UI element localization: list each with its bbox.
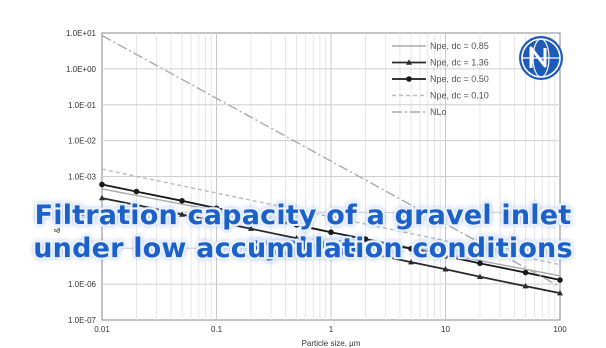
data-point xyxy=(408,258,415,265)
x-tick-label: 0.01 xyxy=(94,325,110,334)
x-tick-label: 1 xyxy=(329,325,334,334)
legend-item: NLo xyxy=(392,107,447,117)
legend-label: Npe, dc = 0.85 xyxy=(430,41,489,51)
y-tick-label: 1.0E+00 xyxy=(66,65,97,74)
data-point xyxy=(213,205,220,212)
data-point xyxy=(179,198,185,204)
y-tick-label: 1.0E-05 xyxy=(68,244,97,253)
data-point xyxy=(557,289,563,296)
legend-item: Npe, dc = 0.10 xyxy=(392,91,489,101)
data-point xyxy=(328,242,334,248)
data-point xyxy=(133,188,140,195)
series-5 xyxy=(101,34,561,288)
data-point xyxy=(442,266,449,272)
y-tick-label: 1.0E-04 xyxy=(68,208,97,217)
data-point xyxy=(408,245,414,252)
legend-label: NLo xyxy=(430,107,447,117)
legend-item: Npe, dc = 1.36 xyxy=(392,58,489,68)
data-point xyxy=(99,181,105,188)
y-tick-label: 1.0E+01 xyxy=(66,29,97,38)
data-point xyxy=(406,59,412,65)
data-point xyxy=(442,253,449,259)
legend-item: Npe, dc = 0.50 xyxy=(392,74,489,84)
legend-label: Npe, dc = 0.50 xyxy=(430,74,489,84)
data-point xyxy=(362,236,369,242)
y-tick-label: 1.0E-01 xyxy=(68,101,97,110)
data-point xyxy=(293,235,300,241)
legend-item: Npe, dc = 0.85 xyxy=(392,41,489,51)
data-point xyxy=(248,212,254,219)
series-line xyxy=(101,34,561,288)
data-point xyxy=(328,229,334,236)
globe-emblem-icon xyxy=(519,36,563,80)
data-point xyxy=(247,225,254,231)
data-point xyxy=(213,218,220,224)
series-4 xyxy=(101,168,561,266)
x-tick-label: 10 xyxy=(441,325,450,334)
data-point xyxy=(293,222,300,228)
data-point xyxy=(476,273,483,280)
y-tick-label: 1.0E-02 xyxy=(68,137,97,146)
y-tick-label: 1.0E-06 xyxy=(68,280,97,289)
y-axis-title: & Nʟₒ xyxy=(53,213,62,233)
data-point xyxy=(557,277,563,283)
legend-label: Npe, dc = 0.10 xyxy=(430,91,489,101)
overlay-title-line-2: under low accumulation conditions xyxy=(33,233,573,264)
data-point xyxy=(406,76,412,82)
data-point xyxy=(522,282,529,289)
legend: Npe, dc = 0.85 Npe, dc = 1.36 Npe, dc = 0.… xyxy=(392,41,489,117)
x-tick-label: 0.1 xyxy=(211,325,223,334)
overlay-title-line-1: Filtration capacity of a gravel inlet sy… xyxy=(34,200,572,262)
series-line xyxy=(101,168,561,266)
data-point xyxy=(99,194,105,201)
data-point xyxy=(522,269,529,276)
x-axis-title: Particle size, µm xyxy=(302,339,361,348)
data-point xyxy=(179,211,186,217)
data-point xyxy=(362,249,369,255)
y-tick-label: 1.0E-07 xyxy=(68,316,97,325)
series-2 xyxy=(99,194,563,296)
data-point xyxy=(477,260,483,267)
series-3 xyxy=(99,181,563,283)
legend-label: Npe, dc = 1.36 xyxy=(430,58,489,68)
x-tick-label: 100 xyxy=(553,325,567,334)
logo-letter-mark xyxy=(529,46,547,68)
y-tick-label: 1.0E-03 xyxy=(68,173,97,182)
data-point xyxy=(133,201,140,208)
